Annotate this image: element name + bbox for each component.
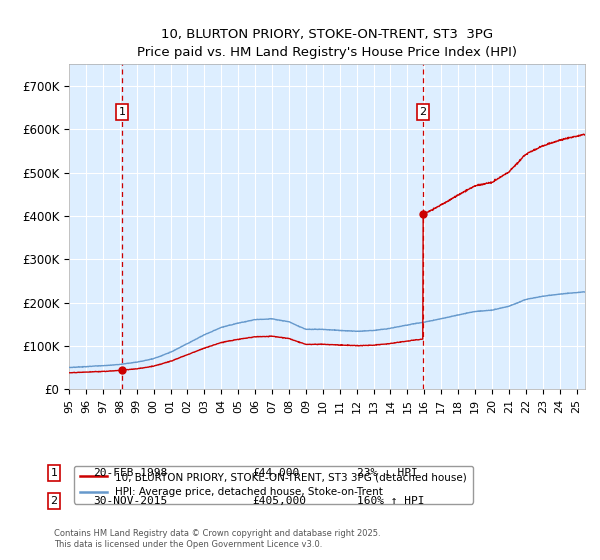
Text: 160% ↑ HPI: 160% ↑ HPI [357, 496, 425, 506]
Text: 20-FEB-1998: 20-FEB-1998 [93, 468, 167, 478]
Text: £44,000: £44,000 [252, 468, 299, 478]
Text: 1: 1 [50, 468, 58, 478]
Text: £405,000: £405,000 [252, 496, 306, 506]
Text: 1: 1 [118, 107, 125, 117]
Text: 23% ↓ HPI: 23% ↓ HPI [357, 468, 418, 478]
Title: 10, BLURTON PRIORY, STOKE-ON-TRENT, ST3  3PG
Price paid vs. HM Land Registry's H: 10, BLURTON PRIORY, STOKE-ON-TRENT, ST3 … [137, 28, 517, 59]
Text: Contains HM Land Registry data © Crown copyright and database right 2025.
This d: Contains HM Land Registry data © Crown c… [54, 529, 380, 549]
Legend: 10, BLURTON PRIORY, STOKE-ON-TRENT, ST3 3PG (detached house), HPI: Average price: 10, BLURTON PRIORY, STOKE-ON-TRENT, ST3 … [74, 466, 473, 503]
Text: 2: 2 [50, 496, 58, 506]
Text: 30-NOV-2015: 30-NOV-2015 [93, 496, 167, 506]
Text: 2: 2 [419, 107, 427, 117]
